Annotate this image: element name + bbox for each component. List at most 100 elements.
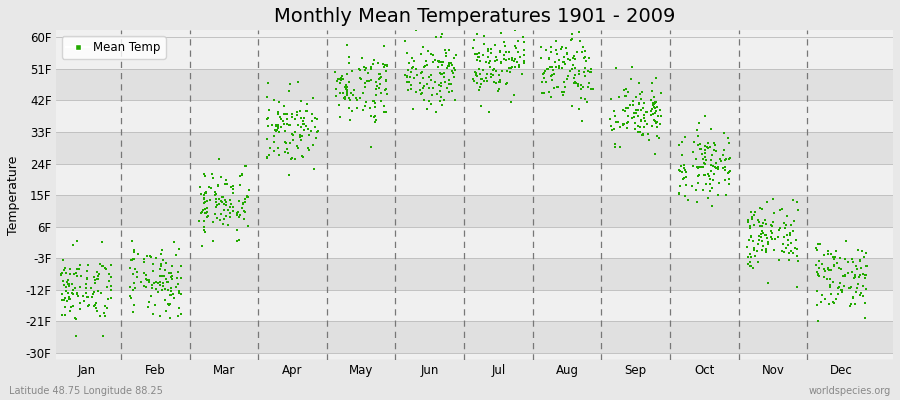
- Point: [603, 116, 617, 122]
- Point: [476, 52, 491, 58]
- Point: [208, 210, 222, 217]
- Point: [73, 284, 87, 290]
- Point: [364, 77, 379, 84]
- Point: [122, 284, 137, 290]
- Point: [512, 64, 526, 70]
- Point: [817, 252, 832, 258]
- Point: [433, 83, 447, 90]
- Point: [287, 129, 302, 136]
- Point: [480, 71, 494, 77]
- Point: [158, 266, 172, 273]
- Point: [565, 36, 580, 42]
- Point: [417, 96, 431, 103]
- Point: [218, 181, 232, 187]
- Point: [240, 193, 255, 200]
- Point: [775, 206, 789, 213]
- Point: [77, 298, 92, 304]
- Point: [301, 144, 315, 151]
- Point: [56, 257, 70, 263]
- Point: [700, 144, 715, 150]
- Point: [165, 276, 179, 282]
- Point: [786, 197, 800, 204]
- Point: [156, 257, 170, 264]
- Point: [164, 274, 178, 281]
- Point: [447, 64, 462, 71]
- Point: [586, 86, 600, 92]
- Point: [194, 243, 209, 249]
- Point: [446, 70, 460, 76]
- Point: [434, 79, 448, 86]
- Point: [377, 103, 392, 110]
- Point: [723, 155, 737, 162]
- Point: [379, 68, 393, 74]
- Point: [73, 306, 87, 312]
- Point: [69, 238, 84, 244]
- Point: [172, 246, 186, 252]
- Point: [584, 68, 598, 75]
- Point: [434, 71, 448, 77]
- Point: [104, 287, 118, 293]
- Point: [366, 114, 381, 120]
- Point: [431, 18, 446, 24]
- Point: [291, 122, 305, 128]
- Point: [69, 332, 84, 339]
- Point: [93, 313, 107, 319]
- Point: [66, 303, 80, 310]
- Point: [560, 76, 574, 82]
- Point: [637, 100, 652, 106]
- Point: [201, 213, 215, 220]
- Point: [639, 108, 653, 115]
- Point: [810, 269, 824, 275]
- Point: [746, 238, 760, 244]
- Point: [284, 156, 299, 162]
- Point: [426, 52, 440, 58]
- Point: [358, 67, 373, 73]
- Point: [652, 106, 667, 113]
- Point: [436, 102, 450, 108]
- Point: [691, 172, 706, 178]
- Point: [605, 126, 619, 133]
- Point: [578, 72, 592, 79]
- Point: [634, 118, 648, 124]
- Point: [536, 90, 550, 96]
- Point: [141, 278, 156, 285]
- Text: Latitude 48.75 Longitude 88.25: Latitude 48.75 Longitude 88.25: [9, 386, 163, 396]
- Point: [617, 120, 632, 127]
- Point: [238, 163, 252, 169]
- Point: [199, 189, 213, 196]
- Point: [763, 222, 778, 228]
- Point: [759, 247, 773, 254]
- Point: [810, 288, 824, 294]
- Point: [279, 140, 293, 146]
- Point: [171, 281, 185, 287]
- Point: [470, 73, 484, 80]
- Point: [340, 71, 355, 77]
- Point: [572, 38, 587, 44]
- Point: [560, 50, 574, 56]
- Point: [572, 106, 586, 112]
- Point: [220, 222, 235, 228]
- Point: [96, 333, 111, 340]
- Point: [561, 50, 575, 57]
- Point: [338, 96, 353, 102]
- Point: [575, 44, 590, 50]
- Point: [80, 276, 94, 282]
- Point: [809, 245, 824, 252]
- Point: [93, 260, 107, 267]
- Point: [299, 108, 313, 115]
- Point: [285, 137, 300, 144]
- Point: [701, 172, 716, 179]
- Point: [161, 287, 176, 294]
- Point: [511, 38, 526, 44]
- Point: [693, 146, 707, 152]
- Point: [405, 54, 419, 61]
- Point: [305, 118, 320, 125]
- Point: [856, 271, 870, 277]
- Point: [439, 52, 454, 59]
- Point: [852, 274, 867, 280]
- Point: [425, 92, 439, 98]
- Point: [547, 71, 562, 77]
- Point: [474, 103, 489, 109]
- Point: [57, 282, 71, 288]
- Point: [653, 90, 668, 96]
